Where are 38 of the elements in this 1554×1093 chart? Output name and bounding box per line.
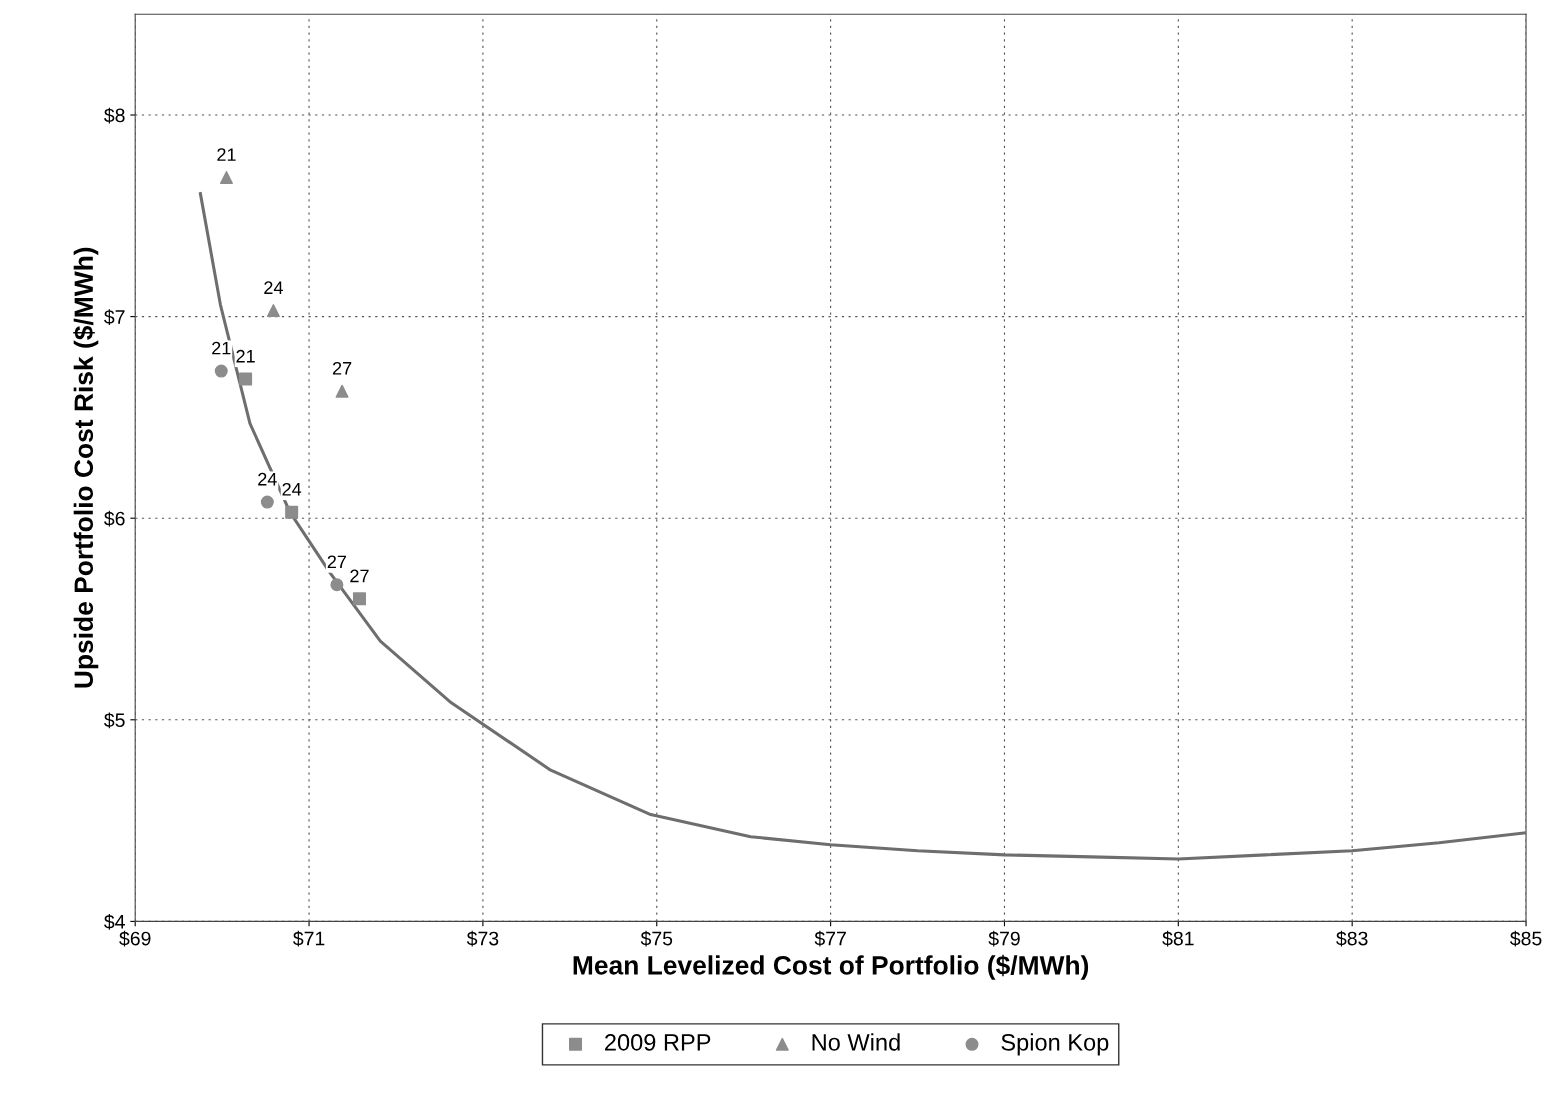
x-tick-label: $75 — [640, 930, 673, 947]
y-tick-label: $7 — [104, 309, 125, 325]
line-series — [198, 192, 1527, 861]
annotation: 27 — [327, 555, 346, 569]
x-tick-label: $85 — [1510, 930, 1542, 947]
point — [285, 505, 299, 519]
annotation: 21 — [236, 349, 255, 363]
annotation: 24 — [258, 472, 277, 486]
annotation: 27 — [332, 361, 352, 375]
x-tick-label: $71 — [293, 930, 325, 947]
point — [335, 384, 349, 398]
x-tick-label: $77 — [814, 930, 846, 947]
x-tick-label: $79 — [988, 930, 1020, 947]
x-axis-title: Mean Levelized Cost of Portfolio ($/MWh) — [573, 954, 1089, 980]
annotation: 21 — [212, 341, 231, 355]
point — [214, 364, 228, 378]
point — [239, 372, 253, 386]
annotation: 21 — [217, 148, 236, 161]
point — [219, 170, 233, 185]
point — [266, 304, 280, 318]
point — [260, 495, 274, 509]
legend-label: No Wind — [812, 1033, 900, 1051]
annotation: 24 — [264, 281, 283, 294]
y-tick-label: $5 — [104, 712, 125, 729]
point — [330, 578, 344, 592]
x-tick-label: $83 — [1336, 930, 1368, 947]
annotation: 27 — [350, 569, 369, 583]
y-tick-label: $4 — [104, 914, 125, 930]
x-tick-label: $73 — [466, 930, 499, 947]
legend-label: Spion Kop — [1001, 1033, 1109, 1056]
x-tick-label: $69 — [119, 930, 151, 947]
y-tick-label: $6 — [104, 510, 125, 527]
annotation: 24 — [282, 482, 302, 496]
point — [352, 592, 366, 606]
legend-label: 2009 RPP — [605, 1033, 711, 1051]
y-tick-label: $8 — [104, 107, 125, 124]
x-tick-label: $81 — [1162, 930, 1194, 947]
y-axis-title: Upside Portfolio Cost Risk ($/MWh) — [73, 247, 99, 688]
